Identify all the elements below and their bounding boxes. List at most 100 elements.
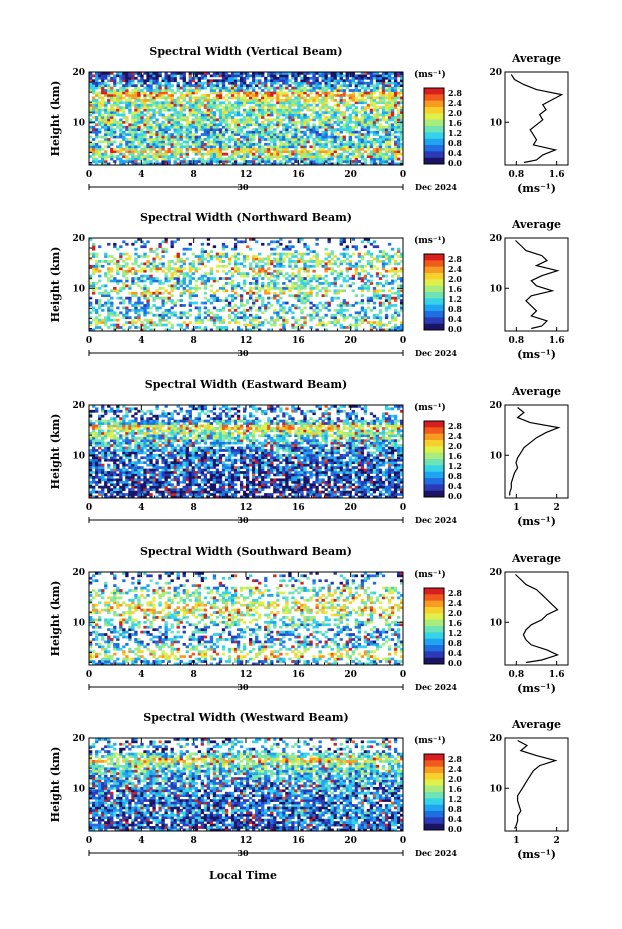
heatmap-cell xyxy=(170,323,174,327)
heatmap-cell xyxy=(264,130,268,134)
heatmap-cell xyxy=(212,299,217,302)
heatmap-cell xyxy=(224,272,229,276)
average-y-tick-label: 10 xyxy=(489,118,502,128)
heatmap-cell xyxy=(170,140,174,144)
heatmap-cell xyxy=(270,304,274,307)
heatmap-cell xyxy=(206,125,211,129)
heatmap-cell xyxy=(279,74,283,78)
heatmap-cell xyxy=(330,98,334,102)
heatmap-cell xyxy=(378,318,383,322)
heatmap-cell xyxy=(236,155,241,158)
heatmap-cell xyxy=(212,91,217,95)
heatmap-cell xyxy=(336,118,340,122)
heatmap-cell xyxy=(116,96,120,100)
heatmap-cell xyxy=(357,118,362,122)
heatmap-cell xyxy=(396,328,401,332)
heatmap-cell xyxy=(345,145,349,149)
heatmap-cell xyxy=(369,264,374,268)
heatmap-cell xyxy=(270,72,274,75)
heatmap-cell xyxy=(327,240,331,244)
heatmap-cell xyxy=(209,120,214,124)
heatmap-cell xyxy=(270,152,274,156)
heatmap-cell xyxy=(363,74,368,78)
heatmap-cell xyxy=(104,106,108,110)
heatmap-cell xyxy=(236,106,241,110)
heatmap-cell xyxy=(345,101,349,105)
heatmap-cell xyxy=(212,98,217,102)
colorbar-swatch xyxy=(424,151,444,158)
heatmap-cell xyxy=(315,155,319,158)
heatmap-cell xyxy=(206,238,211,241)
average-frame xyxy=(504,71,569,166)
heatmap-cell xyxy=(149,89,153,92)
heatmap-cell xyxy=(285,142,289,146)
heatmap-cell xyxy=(291,316,295,320)
heatmap-cell xyxy=(212,147,217,151)
heatmap-cell xyxy=(185,323,189,327)
heatmap-cell xyxy=(297,269,301,273)
heatmap-cell xyxy=(306,282,310,285)
heatmap-cell xyxy=(315,323,319,327)
heatmap-cell xyxy=(270,286,274,290)
heatmap-cell xyxy=(155,106,159,110)
heatmap-cell xyxy=(315,262,319,266)
heatmap-cell xyxy=(372,301,377,305)
heatmap-cell xyxy=(348,94,352,97)
heatmap-cell xyxy=(170,313,174,317)
heatmap-cell xyxy=(372,106,377,110)
heatmap-cell xyxy=(342,113,346,117)
heatmap-cell xyxy=(173,145,177,149)
heatmap-cell xyxy=(167,103,171,107)
heatmap-cell xyxy=(393,98,398,102)
heatmap-cell xyxy=(294,86,298,90)
heatmap-cell xyxy=(212,89,217,92)
heatmap-cell xyxy=(95,142,99,146)
heatmap-cell xyxy=(258,162,262,166)
heatmap-cell xyxy=(239,240,244,244)
heatmap-cell xyxy=(366,272,371,276)
heatmap-cell xyxy=(224,326,229,329)
heatmap-cell xyxy=(134,101,138,105)
heatmap-cell xyxy=(309,98,313,102)
heatmap-cell xyxy=(366,301,371,305)
heatmap-cell xyxy=(300,296,304,300)
heatmap-cell xyxy=(104,125,108,129)
heatmap-cell xyxy=(146,120,150,124)
heatmap-cell xyxy=(381,328,386,332)
heatmap-cell xyxy=(384,72,389,75)
heatmap-cell xyxy=(164,152,168,156)
heatmap-cell xyxy=(291,116,295,119)
heatmap-cell xyxy=(303,150,307,154)
heatmap-cell xyxy=(390,138,395,141)
heatmap-cell xyxy=(119,255,123,258)
heatmap-cell xyxy=(366,152,371,156)
heatmap-cell xyxy=(273,108,277,112)
heatmap-cell xyxy=(393,79,398,83)
heatmap-cell xyxy=(176,252,180,256)
heatmap-cell xyxy=(182,247,186,251)
heatmap-cell xyxy=(261,264,265,268)
heatmap-cell xyxy=(270,130,274,134)
heatmap-cell xyxy=(375,108,380,112)
heatmap-cell xyxy=(92,328,96,332)
heatmap-cell xyxy=(384,316,389,320)
heatmap-cell xyxy=(300,81,304,85)
heatmap-cell xyxy=(98,321,102,324)
heatmap-cell xyxy=(351,140,355,144)
heatmap-cell xyxy=(282,323,286,327)
heatmap-cell xyxy=(390,89,395,92)
heatmap-cell xyxy=(200,250,205,253)
heatmap-cell xyxy=(258,289,262,293)
heatmap-cell xyxy=(318,157,322,161)
heatmap-cell xyxy=(276,76,280,80)
heatmap-cell xyxy=(279,120,283,124)
heatmap-cell xyxy=(206,118,211,122)
heatmap-cell xyxy=(387,103,392,107)
heatmap-cell xyxy=(249,282,253,285)
heatmap-cell xyxy=(279,138,283,141)
heatmap-cell xyxy=(333,130,337,134)
heatmap-cell xyxy=(309,91,313,95)
heatmap-cell xyxy=(315,313,319,317)
heatmap-cell xyxy=(303,267,307,271)
heatmap-cell xyxy=(369,89,374,92)
